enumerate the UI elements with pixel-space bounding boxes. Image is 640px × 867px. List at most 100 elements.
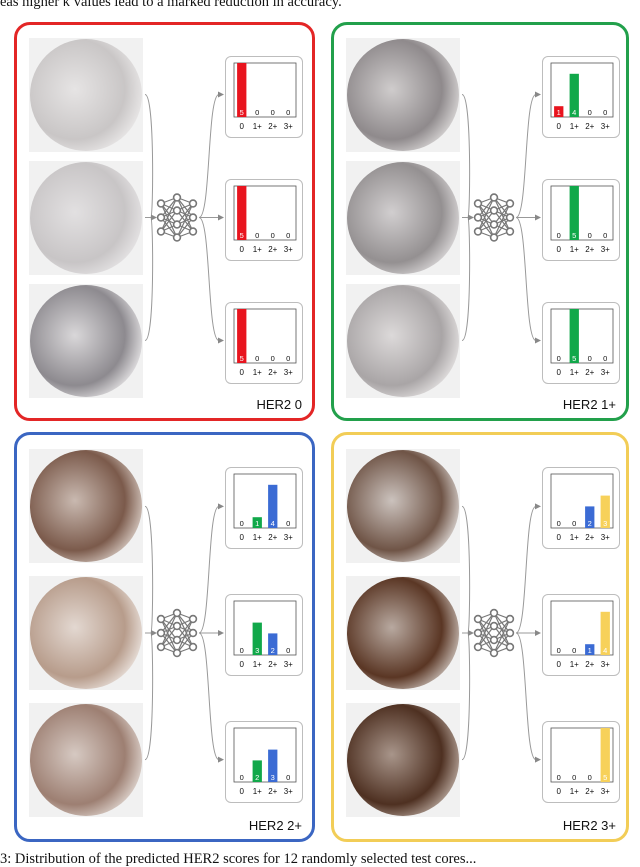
bar-value-label: 0	[557, 231, 561, 240]
tick-label: 2+	[585, 660, 594, 669]
bar-value-label: 0	[271, 231, 275, 240]
tick-label: 0	[240, 533, 245, 542]
tissue-core	[30, 450, 142, 563]
plot-frame	[550, 308, 614, 363]
bar-value-label: 0	[271, 354, 275, 363]
tick-label: 3+	[284, 787, 293, 796]
bar	[600, 611, 610, 655]
bar	[252, 517, 262, 529]
bar-value-label: 4	[603, 646, 607, 655]
tick-label: 0	[557, 368, 562, 377]
plot-frame	[550, 62, 614, 117]
bar-chart-svg: 0 0 3 1+ 2 2+ 0 3+	[233, 600, 297, 669]
input-arrow	[144, 94, 154, 218]
input-arrow	[461, 632, 471, 761]
tick-label: 0	[240, 787, 245, 796]
tick-label: 2+	[268, 245, 277, 254]
plot-frame	[550, 600, 614, 656]
bar-value-label: 0	[557, 519, 561, 528]
tick-label: 3+	[284, 245, 293, 254]
tick-label: 3+	[601, 122, 610, 131]
tick-label: 2+	[585, 368, 594, 377]
bar-value-label: 0	[255, 354, 259, 363]
plot-frame	[550, 185, 614, 240]
tick-label: 1+	[253, 787, 262, 796]
neural-network-icon	[473, 608, 515, 658]
output-arrow	[515, 217, 537, 341]
tick-label: 3+	[601, 245, 610, 254]
bar-value-label: 3	[603, 519, 607, 528]
tick-label: 2+	[268, 787, 277, 796]
tick-label: 1+	[253, 533, 262, 542]
plot-frame	[233, 185, 297, 240]
bar-chart-svg: 0 0 2 1+ 3 2+ 0 3+	[233, 727, 297, 796]
bar-value-label: 4	[572, 108, 576, 117]
tissue-core	[30, 161, 142, 274]
bar-value-label: 5	[572, 231, 576, 240]
bar-value-label: 0	[240, 646, 244, 655]
prediction-chart: 5 0 0 1+ 0 2+ 0 3+	[225, 301, 303, 384]
plot-frame	[550, 473, 614, 529]
bar	[237, 62, 247, 117]
tissue-core	[347, 38, 459, 151]
bar	[237, 185, 247, 240]
bar-chart-svg: 0 0 0 1+ 2 2+ 3 3+	[550, 473, 614, 542]
bar-value-label: 0	[286, 773, 290, 782]
bar-value-label: 0	[286, 519, 290, 528]
output-arrow	[515, 632, 537, 761]
tick-label: 3+	[601, 787, 610, 796]
tick-label: 1+	[570, 533, 579, 542]
prediction-chart: 0 0 0 1+ 1 2+ 4 3+	[542, 594, 620, 676]
bar-value-label: 0	[588, 108, 592, 117]
tick-label: 0	[557, 660, 562, 669]
tick-label: 3+	[284, 122, 293, 131]
plot-frame	[233, 308, 297, 363]
bar	[237, 308, 247, 363]
bar-value-label: 0	[572, 646, 576, 655]
tick-label: 3+	[601, 660, 610, 669]
bar-value-label: 0	[588, 773, 592, 782]
tick-label: 3+	[284, 368, 293, 377]
tissue-core	[347, 284, 459, 397]
tick-label: 3+	[601, 533, 610, 542]
bar-value-label: 0	[255, 231, 259, 240]
tissue-core	[30, 284, 142, 397]
bar-chart-svg: 0 0 0 1+ 0 2+ 5 3+	[550, 727, 614, 796]
prediction-chart: 0 0 0 1+ 2 2+ 3 3+	[542, 467, 620, 550]
tissue-core	[30, 703, 142, 816]
bar	[585, 644, 595, 655]
bar-value-label: 3	[255, 646, 259, 655]
output-arrow	[198, 217, 220, 341]
panel-label: HER2 0	[256, 397, 302, 412]
tick-label: 0	[240, 245, 245, 254]
bar-value-label: 1	[255, 519, 259, 528]
prediction-chart: 5 0 0 1+ 0 2+ 0 3+	[225, 178, 303, 261]
bar-value-label: 0	[603, 108, 607, 117]
bar	[554, 105, 564, 117]
bar-value-label: 5	[240, 108, 244, 117]
bar-value-label: 0	[588, 354, 592, 363]
panel-label: HER2 1+	[562, 397, 616, 412]
bar-value-label: 0	[572, 519, 576, 528]
tick-label: 1+	[570, 787, 579, 796]
bar	[569, 185, 579, 240]
tick-label: 1+	[570, 660, 579, 669]
bar	[268, 485, 278, 529]
tissue-core	[30, 577, 142, 689]
tick-label: 3+	[601, 368, 610, 377]
bar	[268, 633, 278, 655]
bar-value-label: 0	[603, 231, 607, 240]
bar	[252, 622, 262, 655]
bar-value-label: 2	[271, 646, 275, 655]
tissue-core	[347, 703, 459, 816]
bar-value-label: 0	[255, 108, 259, 117]
tissue-core	[347, 161, 459, 274]
tissue-core	[30, 38, 142, 151]
bar-value-label: 2	[255, 773, 259, 782]
bar	[252, 760, 262, 782]
tick-label: 0	[557, 122, 562, 131]
bar-value-label: 2	[588, 519, 592, 528]
tick-label: 2+	[585, 787, 594, 796]
prediction-chart: 0 0 5 1+ 0 2+ 0 3+	[542, 301, 620, 384]
bar-chart-svg: 0 0 5 1+ 0 2+ 0 3+	[550, 185, 614, 254]
